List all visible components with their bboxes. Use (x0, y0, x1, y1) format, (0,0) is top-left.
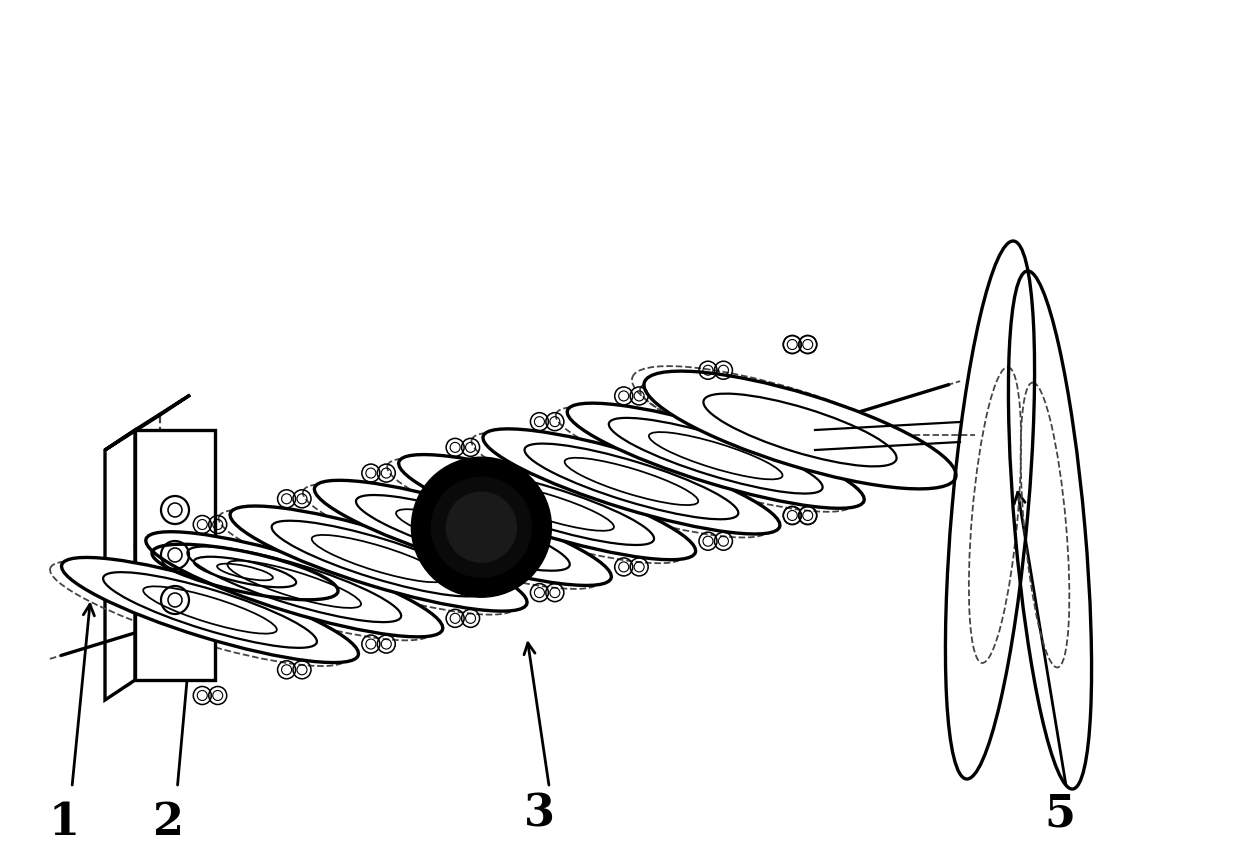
Text: 2: 2 (151, 801, 184, 844)
Ellipse shape (651, 377, 949, 482)
Ellipse shape (146, 532, 443, 637)
Ellipse shape (315, 480, 611, 585)
Text: 1: 1 (50, 801, 79, 844)
Ellipse shape (399, 455, 696, 560)
Text: 5: 5 (1044, 792, 1076, 835)
Ellipse shape (231, 506, 527, 611)
Circle shape (412, 457, 552, 598)
Ellipse shape (644, 371, 956, 489)
Circle shape (432, 477, 532, 577)
Circle shape (446, 492, 516, 562)
Ellipse shape (482, 429, 780, 534)
Polygon shape (135, 430, 215, 680)
Ellipse shape (62, 557, 358, 663)
Polygon shape (105, 395, 190, 450)
Polygon shape (105, 430, 135, 700)
Text: 3: 3 (523, 792, 556, 835)
Ellipse shape (567, 403, 864, 508)
